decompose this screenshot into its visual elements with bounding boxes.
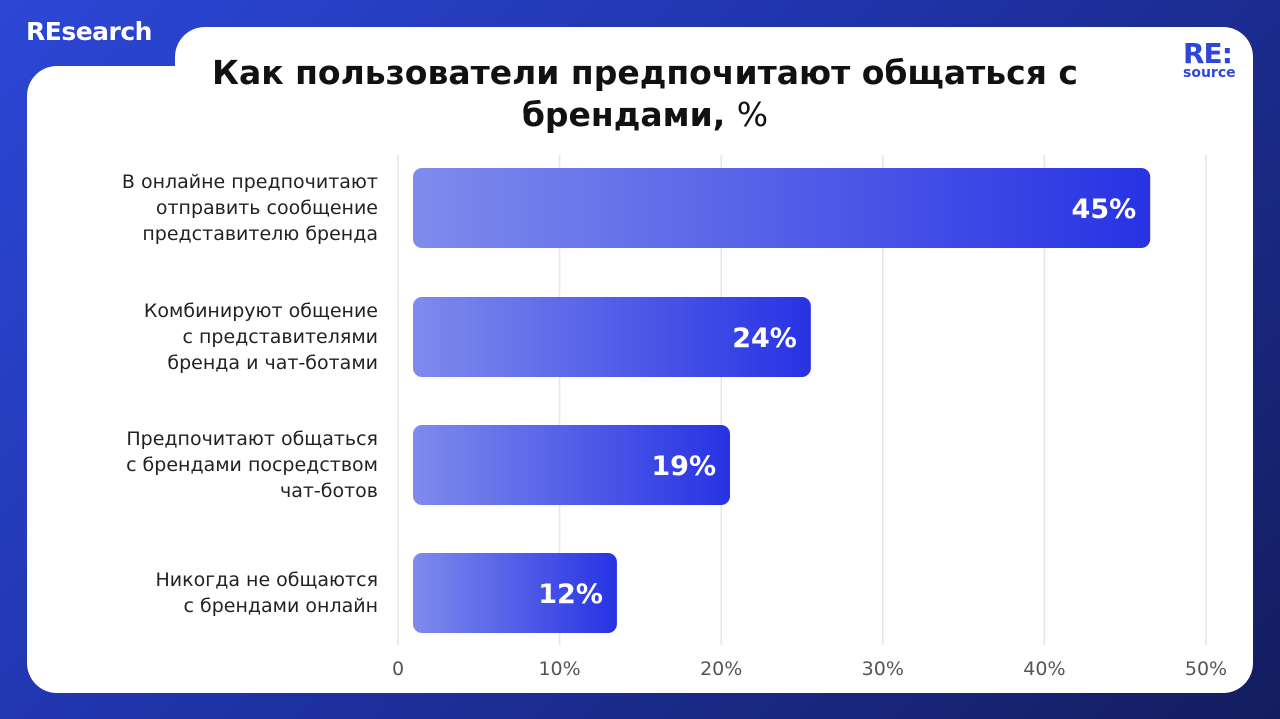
category-label-line: Никогда не общаются — [155, 569, 378, 591]
bar — [413, 553, 617, 633]
category-label-line: с брендами онлайн — [183, 595, 378, 617]
chart-title: Как пользователи предпочитают общаться с… — [200, 52, 1090, 136]
category-label-line: В онлайне предпочитают — [121, 171, 378, 193]
data-label: 19% — [651, 451, 716, 482]
x-tick-label: 50% — [1185, 658, 1227, 680]
bar — [413, 297, 811, 377]
resource-logo: RE: source — [1183, 37, 1236, 81]
x-tick-label: 30% — [862, 658, 904, 680]
category-label: Никогда не общаются с брендами онлайн — [40, 567, 378, 619]
data-label: 45% — [1072, 194, 1137, 225]
bar — [413, 168, 1151, 248]
title-text: Как пользователи предпочитают общаться с… — [212, 53, 1078, 134]
category-label-line: с представителями — [182, 326, 378, 348]
category-label-line: бренда и чат-ботами — [167, 352, 378, 374]
category-label: Предпочитают общаться с брендами посредст… — [40, 426, 378, 504]
category-label: Комбинируют общение с представителями брен… — [40, 298, 378, 376]
x-tick-label: 20% — [700, 658, 742, 680]
category-label-line: Комбинируют общение — [143, 300, 378, 322]
category-label-line: с брендами посредством — [126, 454, 378, 476]
bar — [413, 425, 731, 505]
x-tick-label: 10% — [538, 658, 580, 680]
category-label-line: представителю бренда — [142, 223, 378, 245]
category-label-line: отправить сообщение — [155, 197, 378, 219]
logo-top: RE: — [1183, 37, 1233, 70]
brand-label: REsearch — [26, 17, 152, 46]
logo-bottom: source — [1183, 65, 1236, 81]
data-label: 24% — [732, 323, 797, 354]
category-label-line: чат-ботов — [279, 480, 378, 502]
title-unit: % — [736, 95, 769, 134]
x-tick-label: 40% — [1023, 658, 1065, 680]
category-label-line: Предпочитают общаться — [126, 428, 378, 450]
data-label: 12% — [538, 579, 603, 610]
x-tick-label: 0 — [392, 658, 404, 680]
category-label: В онлайне предпочитают отправить сообщени… — [40, 169, 378, 247]
